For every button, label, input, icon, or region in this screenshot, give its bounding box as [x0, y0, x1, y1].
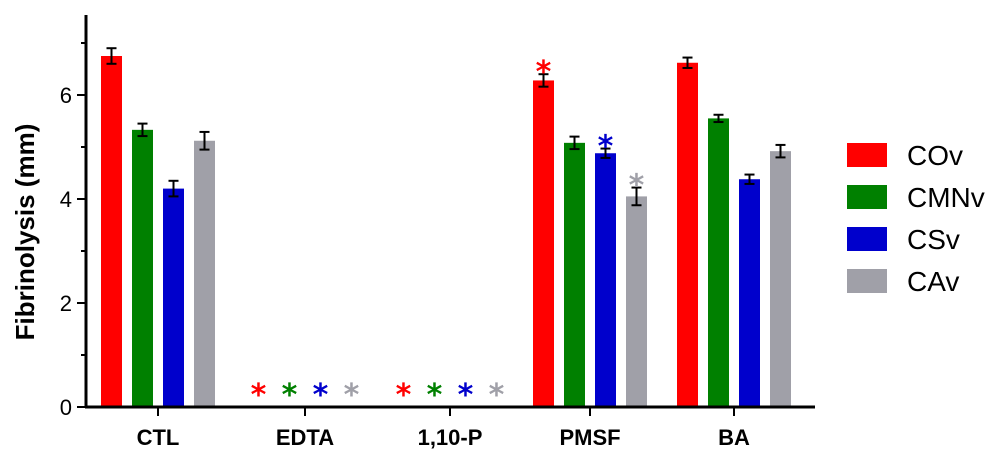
- bar-CAv-BA: [770, 151, 791, 407]
- y-tick-label: 4: [60, 187, 72, 212]
- legend-swatch: [847, 143, 887, 167]
- significance-marker-CAv-EDTA: *: [344, 378, 360, 413]
- significance-marker-CMNv-EDTA: *: [282, 378, 298, 413]
- y-axis-title: Fibrinolysis (mm): [10, 124, 40, 341]
- error-bar-CAv-BA: [775, 143, 786, 159]
- legend-item-CAv: CAv: [847, 266, 959, 297]
- error-bar-CMNv-BA: [713, 113, 724, 124]
- x-tick-label: 1,10-P: [418, 425, 483, 450]
- axes-layer: 0 2 4 6 CTL EDTA 1,10-P PMSF BA: [60, 15, 815, 450]
- y-tick-label: 6: [60, 83, 72, 108]
- bar-CMNv-CTL: [132, 129, 153, 407]
- significance-marker-CSv-PMSF: *: [598, 130, 614, 165]
- x-tick-label: BA: [718, 425, 750, 450]
- y-tick-label: 0: [60, 395, 72, 420]
- legend-swatch: [847, 227, 887, 251]
- bar-CAv-PMSF: [626, 196, 647, 407]
- error-bar-COv-BA: [682, 56, 693, 69]
- legend-label: COv: [907, 140, 963, 171]
- legend-swatch: [847, 185, 887, 209]
- legend-swatch: [847, 269, 887, 293]
- legend-label: CAv: [907, 266, 959, 297]
- error-bar-CAv-CTL: [199, 130, 210, 151]
- significance-marker-CSv-1,10-P: *: [458, 378, 474, 413]
- bar-CSv-CTL: [163, 188, 184, 407]
- x-tick-label: PMSF: [559, 425, 620, 450]
- error-bars-layer: [106, 47, 786, 207]
- error-bar-COv-PMSF: [538, 73, 549, 88]
- significance-marker-CAv-1,10-P: *: [489, 378, 505, 413]
- bars-layer: [101, 56, 791, 408]
- y-tick-label: 2: [60, 291, 72, 316]
- legend-item-COv: COv: [847, 140, 963, 171]
- bar-CSv-PMSF: [595, 153, 616, 407]
- x-tick-label: CTL: [137, 425, 180, 450]
- error-bar-CMNv-PMSF: [569, 135, 580, 151]
- bar-CSv-BA: [739, 179, 760, 407]
- error-bar-CSv-BA: [744, 173, 755, 185]
- error-bar-CSv-PMSF: [600, 147, 611, 159]
- x-tick-label: EDTA: [276, 425, 334, 450]
- error-bar-CSv-CTL: [168, 179, 179, 198]
- legend-item-CMNv: CMNv: [847, 182, 985, 213]
- legend-item-CSv: CSv: [847, 224, 960, 255]
- significance-marker-COv-1,10-P: *: [396, 378, 412, 413]
- legend-label: CMNv: [907, 182, 985, 213]
- error-bar-COv-CTL: [106, 47, 117, 65]
- bar-COv-BA: [677, 62, 698, 407]
- error-bar-CMNv-CTL: [137, 122, 148, 138]
- bar-COv-CTL: [101, 56, 122, 407]
- legend-label: CSv: [907, 224, 960, 255]
- legend: COv CMNv CSv CAv: [847, 140, 985, 297]
- significance-markers-layer: * * * * * * * * * * *: [251, 55, 645, 413]
- significance-marker-CAv-PMSF: *: [629, 169, 645, 204]
- bar-CMNv-BA: [708, 118, 729, 408]
- significance-marker-CSv-EDTA: *: [313, 378, 329, 413]
- significance-marker-CMNv-1,10-P: *: [427, 378, 443, 413]
- bar-CAv-CTL: [194, 140, 215, 407]
- significance-marker-COv-EDTA: *: [251, 378, 267, 413]
- significance-marker-COv-PMSF: *: [536, 55, 552, 90]
- bar-COv-PMSF: [533, 80, 554, 407]
- error-bar-CAv-PMSF: [631, 186, 642, 207]
- bar-CMNv-PMSF: [564, 142, 585, 407]
